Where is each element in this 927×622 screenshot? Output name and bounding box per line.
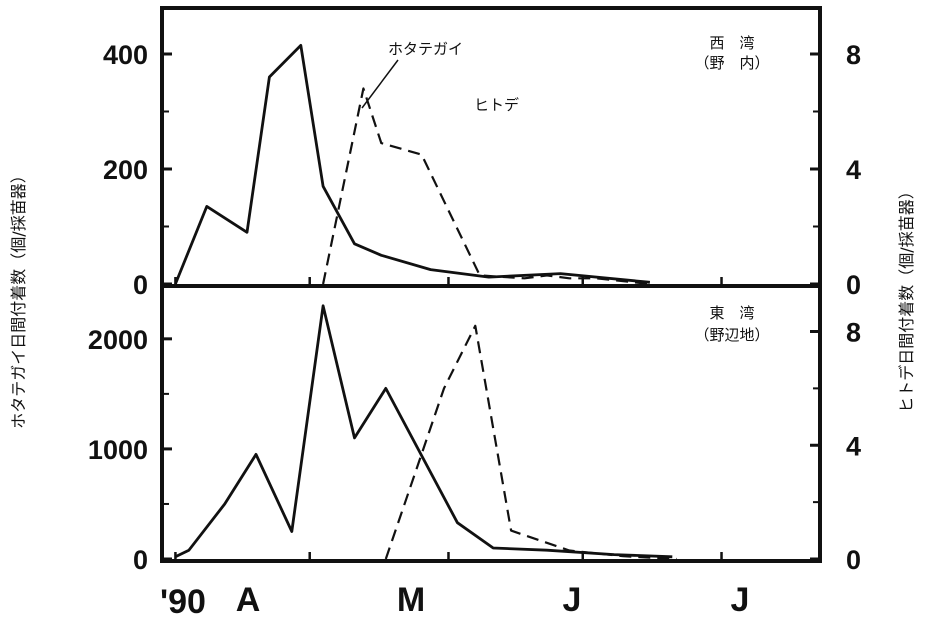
bottom-right-tick-label: 8 xyxy=(846,318,861,348)
bottom-series-starfish-line xyxy=(384,324,677,561)
bottom-panel-subtitle: （野辺地） xyxy=(694,326,769,344)
top-panel-subtitle: （野 内） xyxy=(694,54,769,72)
top-left-tick-label: 0 xyxy=(133,270,148,300)
month-label-jul: J xyxy=(731,581,750,619)
month-label-apr: A xyxy=(236,581,261,619)
top-series-scallop-line xyxy=(174,44,651,285)
month-label-may: M xyxy=(397,581,425,619)
bottom-right-tick-label: 0 xyxy=(846,545,861,575)
bottom-panel-title: 東 湾 xyxy=(709,304,754,322)
top-panel-title: 西 湾 xyxy=(709,34,754,52)
top-right-tick-label: 8 xyxy=(846,40,861,70)
bottom-right-tick-label: 4 xyxy=(846,431,861,461)
bottom-panel-frame xyxy=(160,284,822,563)
left-axis-label: ホタテガイ日間付着数（個/採苗器） xyxy=(9,167,28,428)
starfish-series-label: ヒトデ xyxy=(474,96,519,114)
bottom-left-tick-label: 1000 xyxy=(88,435,148,465)
top-right-tick-label: 0 xyxy=(846,270,861,300)
top-left-tick-label: 200 xyxy=(103,155,148,185)
top-right-tick-label: 4 xyxy=(846,155,861,185)
bottom-left-tick-label: 2000 xyxy=(88,325,148,355)
year-label: '90 xyxy=(160,583,206,621)
bottom-left-tick-label: 0 xyxy=(133,545,148,575)
month-label-jun: J xyxy=(563,581,582,619)
scallop-series-label: ホタテガイ xyxy=(388,40,463,58)
bottom-series-scallop-line xyxy=(174,304,673,559)
top-left-tick-label: 400 xyxy=(103,40,148,70)
right-axis-label: ヒトデ日間付着数（個/採苗器） xyxy=(897,183,916,412)
top-series-starfish-line xyxy=(322,87,651,286)
